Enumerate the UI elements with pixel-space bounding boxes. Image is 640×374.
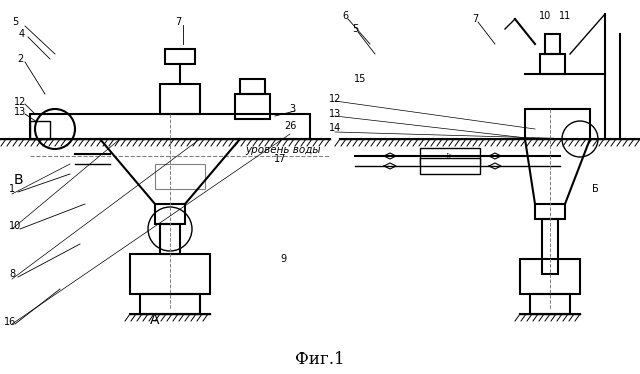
Text: 15: 15 [354,74,366,84]
Bar [240,79,265,94]
Bar [235,94,270,119]
Text: 12: 12 [329,94,341,104]
Bar [155,204,185,224]
Bar [160,84,200,114]
Text: 14: 14 [329,123,341,133]
Text: 6: 6 [342,11,348,21]
Text: 17: 17 [274,154,286,164]
Text: 5: 5 [12,17,18,27]
Text: А: А [150,313,160,327]
Text: 1: 1 [9,184,15,194]
Text: Б: Б [591,184,598,194]
Text: 13: 13 [14,107,26,117]
Text: 12: 12 [14,97,26,107]
Bar [30,114,310,139]
Text: 9: 9 [280,254,286,264]
Text: 8: 8 [9,269,15,279]
Bar [130,254,210,294]
Bar [520,259,580,294]
Bar [155,164,205,189]
Bar [540,54,565,74]
Text: 7: 7 [175,17,181,27]
Bar [420,158,480,174]
Text: ▷: ▷ [447,151,453,160]
Bar [160,224,180,254]
Bar [420,148,480,164]
Text: 26: 26 [284,121,296,131]
Text: 4: 4 [19,29,25,39]
Bar [535,204,565,219]
Text: Фиг.1: Фиг.1 [295,350,345,368]
Text: 5: 5 [352,24,358,34]
Text: 3: 3 [289,104,295,114]
Bar [530,294,570,314]
Bar [30,121,50,139]
Text: В: В [13,173,23,187]
Text: 10: 10 [539,11,551,21]
Text: 16: 16 [4,317,16,327]
Text: 2: 2 [17,54,23,64]
Text: 7: 7 [472,14,478,24]
Bar [165,49,195,64]
Bar [140,294,200,314]
Text: уровень воды: уровень воды [245,145,321,155]
Bar [545,34,560,54]
Text: 13: 13 [329,109,341,119]
Bar [542,219,558,274]
Text: 10: 10 [9,221,21,231]
Text: 11: 11 [559,11,571,21]
